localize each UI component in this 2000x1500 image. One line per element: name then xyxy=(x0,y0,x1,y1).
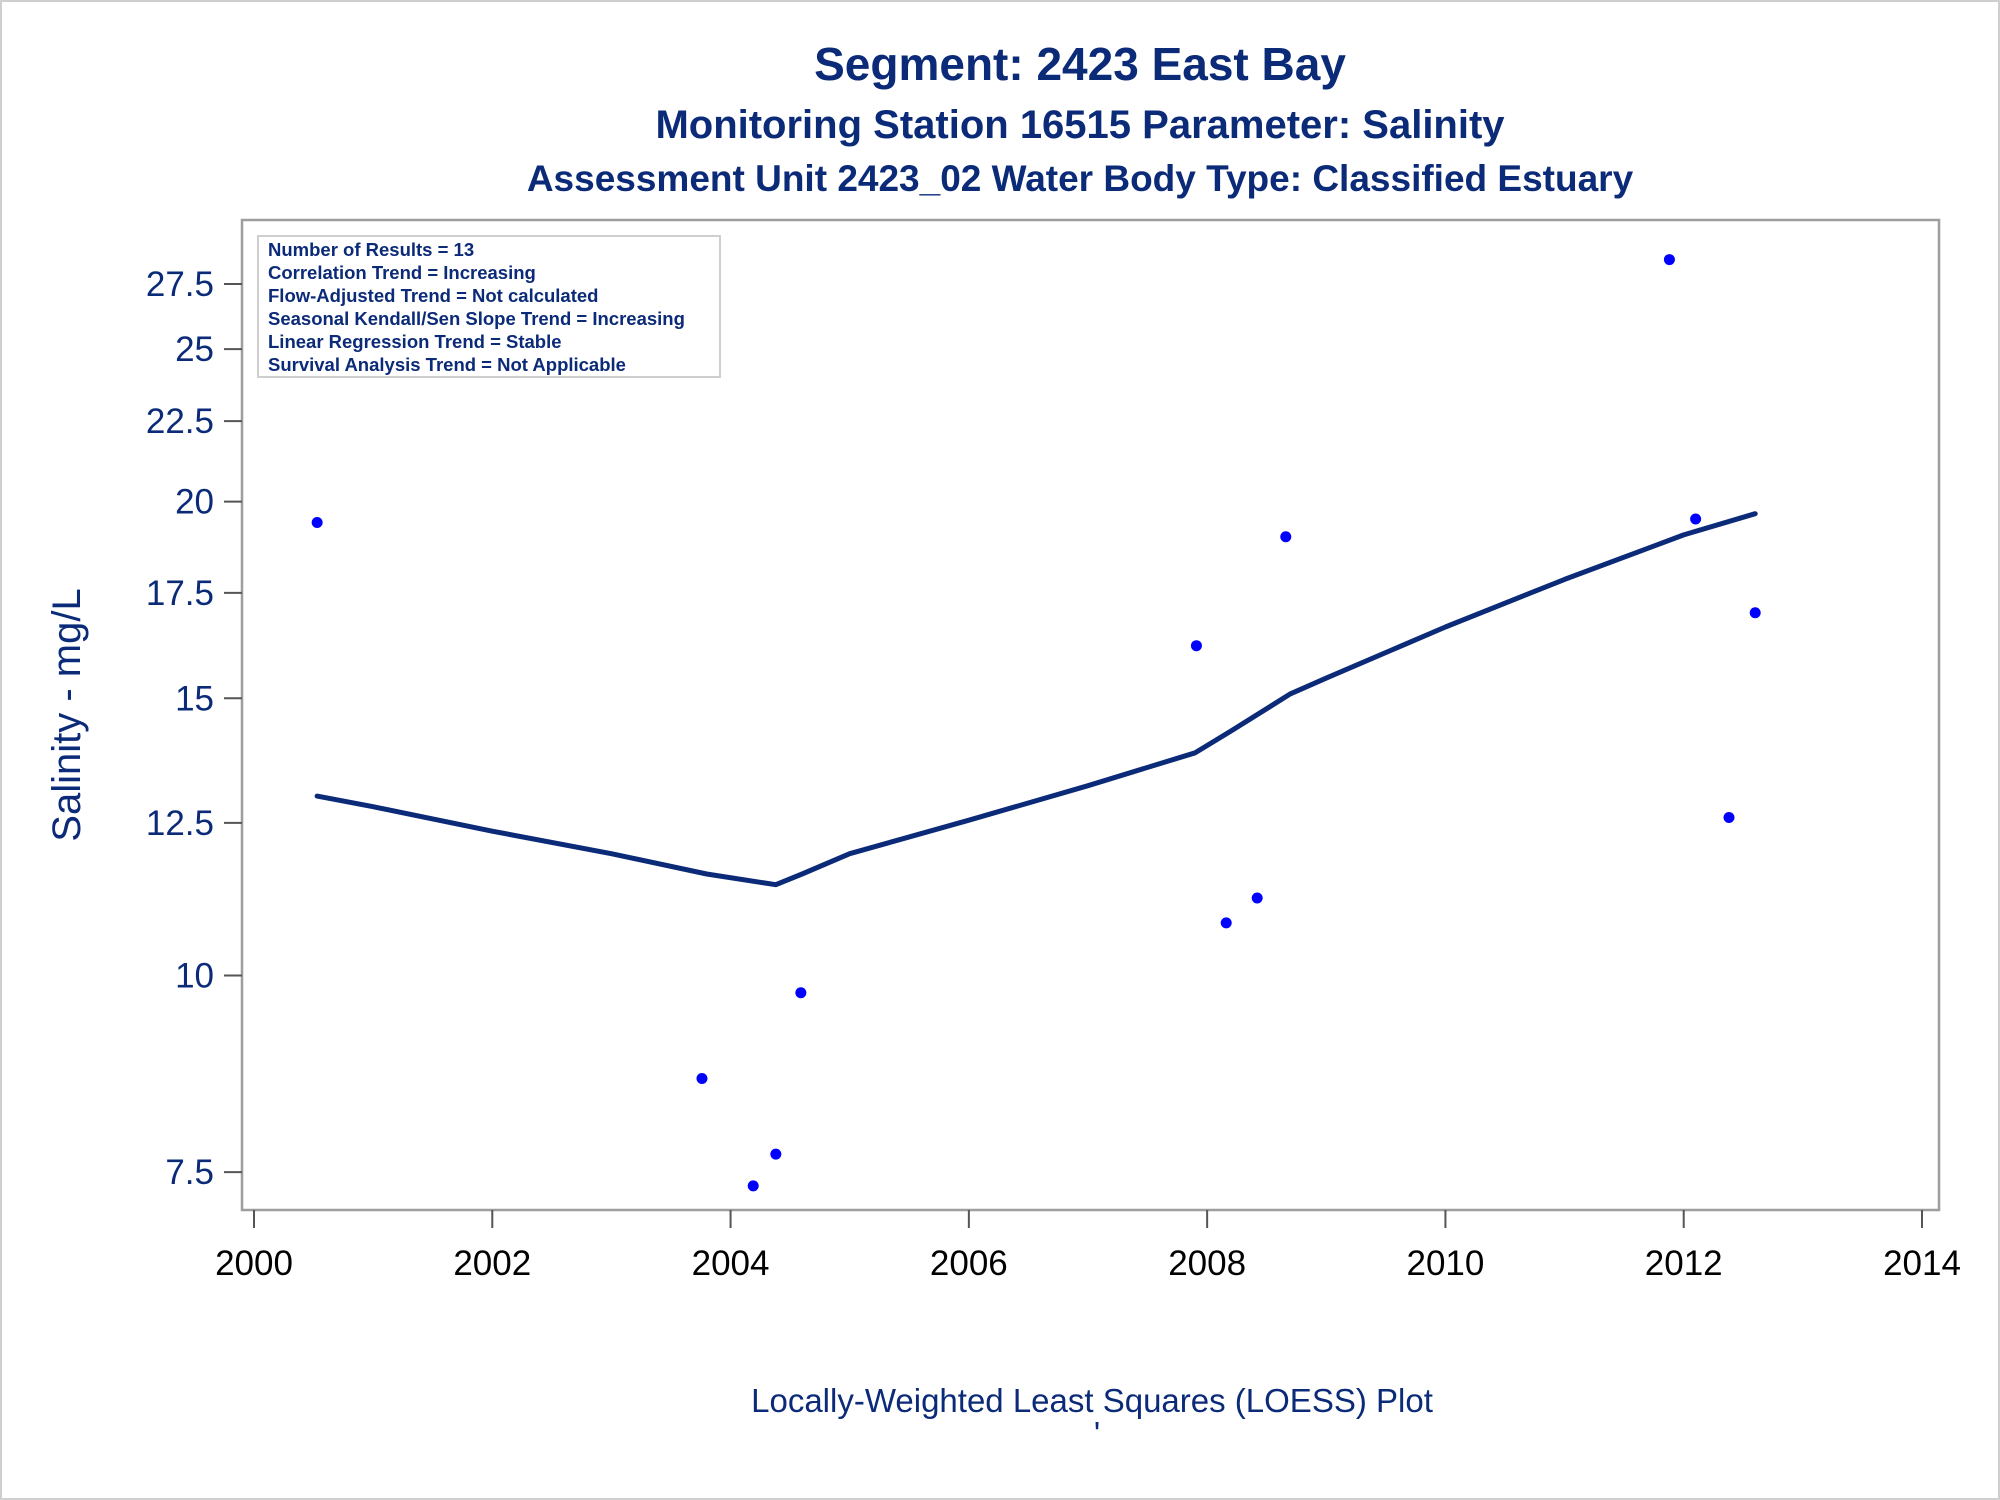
x-tick-label: 2010 xyxy=(1406,1244,1484,1283)
y-tick-label: 17.5 xyxy=(146,574,214,613)
x-tick-label: 2004 xyxy=(692,1244,770,1283)
data-point xyxy=(1749,607,1761,619)
data-point xyxy=(747,1180,759,1192)
stats-line: Correlation Trend = Increasing xyxy=(268,262,536,283)
stats-line: Number of Results = 13 xyxy=(268,239,474,260)
x-tick-label: 2012 xyxy=(1645,1244,1723,1283)
data-point xyxy=(1663,254,1675,266)
chart-subtitle-2: Assessment Unit 2423_02 Water Body Type:… xyxy=(527,158,1634,199)
loess-curve-group xyxy=(314,511,1758,888)
data-point xyxy=(1723,811,1735,823)
y-tick-label: 27.5 xyxy=(146,265,214,304)
stats-line: Flow-Adjusted Trend = Not calculated xyxy=(268,285,598,306)
y-tick-label: 20 xyxy=(175,483,214,522)
stats-line: Seasonal Kendall/Sen Slope Trend = Incre… xyxy=(268,308,685,329)
y-axis-label: Salinity - mg/L xyxy=(45,588,89,841)
x-tick-label: 2000 xyxy=(215,1244,293,1283)
data-point xyxy=(770,1148,782,1160)
chart-subtitle-1: Monitoring Station 16515 Parameter: Sali… xyxy=(655,103,1505,147)
x-tick-label: 2008 xyxy=(1168,1244,1246,1283)
data-point xyxy=(1280,531,1292,543)
loess-line xyxy=(314,511,1758,888)
y-tick-label: 7.5 xyxy=(165,1153,214,1192)
y-tick-label: 12.5 xyxy=(146,804,214,843)
data-point xyxy=(1220,917,1232,929)
x-tick-label: 2014 xyxy=(1883,1244,1961,1283)
data-point xyxy=(1251,892,1263,904)
data-point xyxy=(696,1073,708,1085)
plot-area xyxy=(240,218,1941,1212)
y-tick-label: 25 xyxy=(175,330,214,369)
footnote: Locally-Weighted Least Squares (LOESS) P… xyxy=(751,1382,1433,1419)
stats-line: Survival Analysis Trend = Not Applicable xyxy=(268,354,626,375)
data-point xyxy=(1190,640,1202,652)
data-point xyxy=(311,516,323,528)
chart-title: Segment: 2423 East Bay xyxy=(814,38,1346,90)
x-tick-label: 2006 xyxy=(930,1244,1008,1283)
footnote-mark: ' xyxy=(1094,1415,1100,1452)
x-axis: 2000 2002 2004 2006 2008 2010 2012 2014 xyxy=(215,1210,1961,1283)
y-tick-label: 22.5 xyxy=(146,402,214,441)
y-tick-label: 10 xyxy=(175,956,214,995)
stats-line: Linear Regression Trend = Stable xyxy=(268,331,562,352)
data-point xyxy=(1690,513,1702,525)
data-point xyxy=(795,987,807,999)
x-tick-label: 2002 xyxy=(453,1244,531,1283)
y-tick-label: 15 xyxy=(175,679,214,718)
scatter-points-group xyxy=(311,254,1761,1192)
y-axis: 7.5 10 12.5 15 17.5 20 22.5 25 27.5 xyxy=(146,265,242,1192)
